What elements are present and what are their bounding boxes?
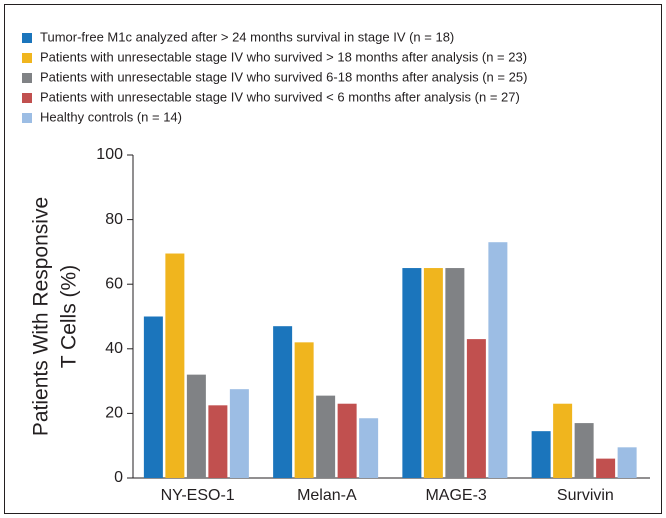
bar [402, 268, 422, 478]
bar [466, 339, 486, 478]
y-axis-label: T Cells (%) [58, 265, 81, 368]
x-tick-label: NY-ESO-1 [161, 487, 235, 504]
y-tick-label: 0 [114, 469, 123, 486]
y-tick-label: 20 [105, 405, 123, 422]
bar [531, 431, 551, 478]
bar [488, 242, 508, 478]
x-tick-label: Survivin [557, 487, 614, 504]
bar [208, 405, 228, 478]
bar [337, 403, 357, 478]
frame [4, 4, 662, 514]
bar [553, 403, 573, 478]
x-tick-label: Melan-A [297, 487, 357, 504]
legend-swatch [22, 73, 32, 83]
bar [143, 316, 163, 478]
bar [617, 447, 637, 478]
legend-label: Patients with unresectable stage IV who … [40, 69, 527, 84]
x-tick-label: MAGE-3 [425, 487, 486, 504]
bar [229, 389, 249, 478]
bar [596, 458, 616, 478]
bar [165, 253, 185, 478]
legend-swatch [22, 53, 32, 63]
legend-label: Patients with unresectable stage IV who … [40, 49, 527, 64]
bar [574, 423, 594, 478]
bar [273, 326, 293, 478]
y-tick-label: 80 [105, 211, 123, 228]
legend-swatch [22, 113, 32, 123]
bar [316, 395, 336, 478]
y-tick-label: 60 [105, 275, 123, 292]
bar [445, 268, 465, 478]
bar [294, 342, 314, 478]
legend-label: Healthy controls (n = 14) [40, 109, 182, 124]
legend-swatch [22, 33, 32, 43]
bar [423, 268, 443, 478]
legend-label: Tumor-free M1c analyzed after > 24 month… [40, 29, 454, 44]
y-axis-label: Patients With Responsive [30, 197, 53, 436]
y-tick-label: 100 [96, 146, 123, 163]
legend-label: Patients with unresectable stage IV who … [40, 89, 520, 104]
bar [186, 374, 206, 478]
legend-swatch [22, 93, 32, 103]
bar [359, 418, 379, 478]
y-tick-label: 40 [105, 340, 123, 357]
